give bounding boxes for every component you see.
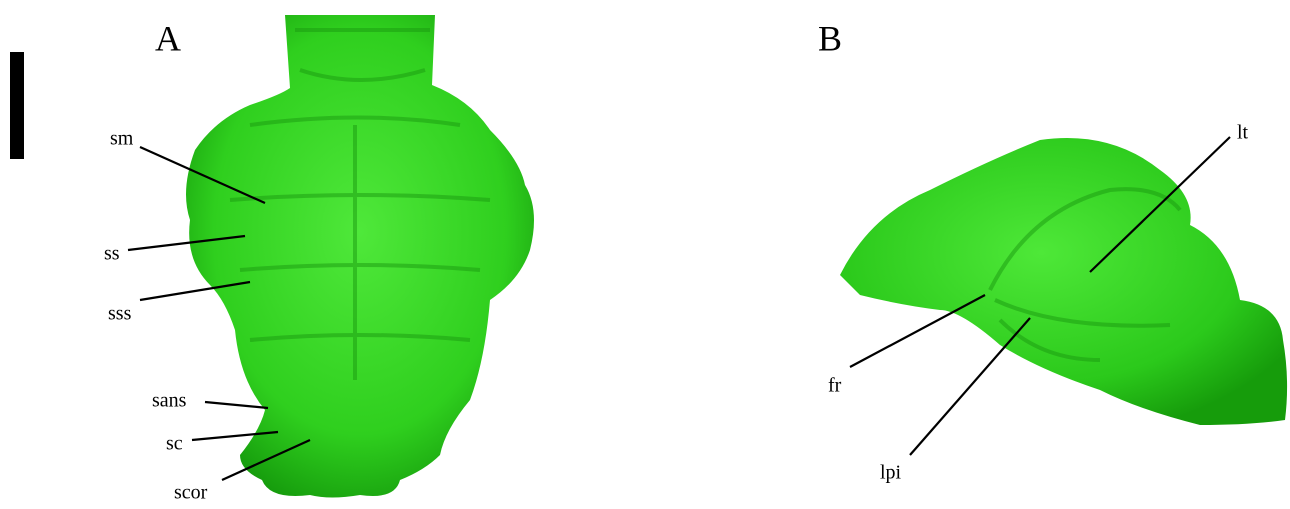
- scale-bar: [10, 52, 24, 159]
- figure: AsmssssssansscscorBltfrlpi: [0, 0, 1290, 509]
- annotation: sm: [110, 128, 134, 150]
- pointer-line: [205, 402, 268, 408]
- annotation: lt: [1237, 122, 1249, 144]
- specimen-a: [186, 15, 534, 498]
- annotation: sc: [166, 433, 183, 455]
- annotation: sss: [108, 303, 132, 325]
- annotation: scor: [174, 482, 208, 504]
- panel-label: A: [155, 18, 181, 58]
- specimen-shape: [186, 15, 534, 498]
- panel-label: B: [818, 18, 842, 58]
- annotation: ss: [104, 243, 120, 265]
- pointer-line: [910, 318, 1030, 455]
- annotation: lpi: [880, 462, 902, 484]
- specimen-shape: [840, 138, 1287, 425]
- annotation: fr: [828, 375, 842, 397]
- specimen-b: [840, 138, 1287, 425]
- annotation: sans: [152, 390, 187, 412]
